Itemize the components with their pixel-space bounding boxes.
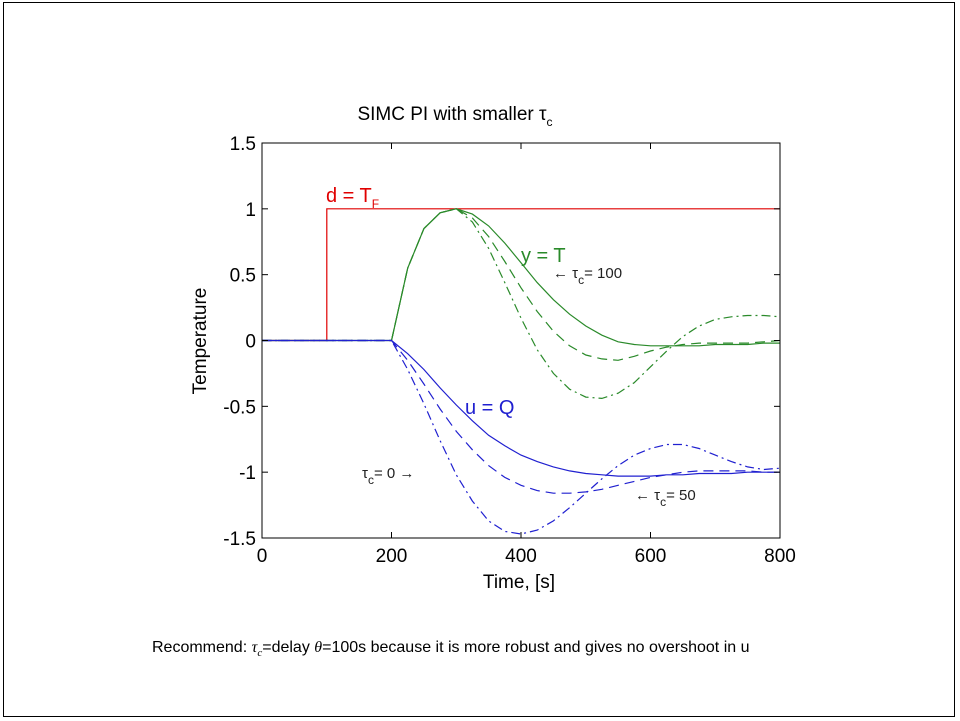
series-line-0 [262,208,780,342]
y-tick-label-3: 0 [245,332,256,353]
axis-ticks: 0 200 400 600 800 1.5 1 0.5 0 -0.5 -1 -1.5 [223,134,796,567]
y-tick-label-0: 1.5 [230,134,256,155]
chart-title: SIMC PI with smaller τc [357,104,552,129]
tau-100-annotation: ← τc= 100 [553,265,622,287]
recommendation-text: Recommend: τc=delay θ=100s because it is… [152,639,750,660]
slide-frame [3,2,955,717]
series-line-1 [262,208,780,347]
y-axis-label: Temperature [190,288,211,395]
series-line-3 [262,208,781,400]
y-series-label: y = T [521,245,566,267]
tau-0-annotation: τc= 0 → [362,465,414,487]
plot-lines [262,208,781,535]
series-line-4 [262,339,780,477]
y-tick-label-2: 0.5 [230,266,256,287]
x-axis-label: Time, [s] [483,572,555,593]
y-tick-label-1: 1 [245,200,256,221]
y-tick-label-6: -1.5 [223,529,256,550]
d-series-label: d = TF [326,185,379,211]
series-line-2 [262,208,781,361]
x-tick-label-3: 600 [635,546,667,567]
u-series-label: u = Q [465,397,514,419]
x-tick-label-4: 800 [764,546,796,567]
x-tick-label-0: 0 [257,546,268,567]
series-line-6 [262,339,781,535]
x-tick-label-1: 200 [376,546,408,567]
tau-50-annotation: ← τc= 50 [635,487,696,509]
y-tick-label-4: -0.5 [223,397,256,418]
x-tick-label-2: 400 [505,546,537,567]
series-line-5 [262,339,780,494]
y-tick-label-5: -1 [239,463,256,484]
